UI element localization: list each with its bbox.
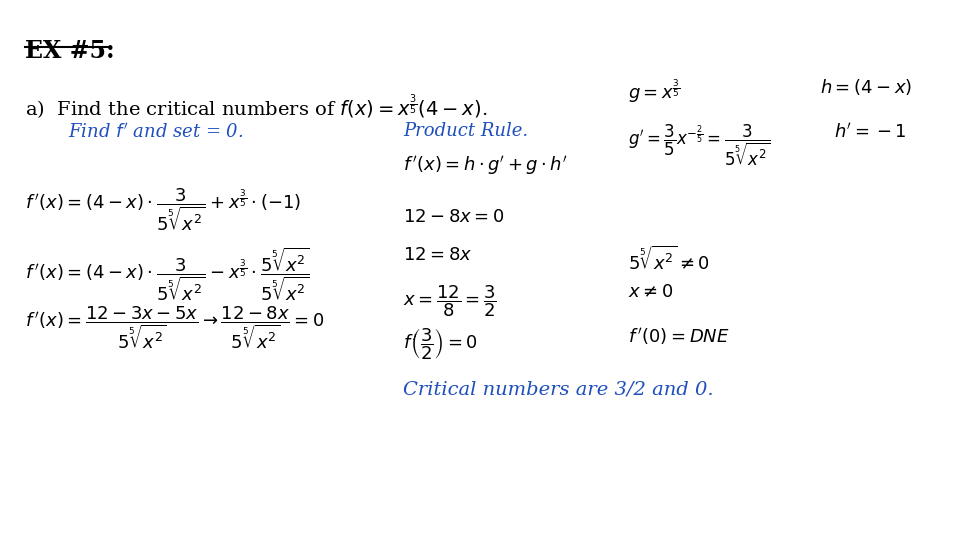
Text: $x\neq 0$: $x\neq 0$	[629, 284, 674, 301]
Text: Critical numbers are 3/2 and 0.: Critical numbers are 3/2 and 0.	[403, 380, 714, 398]
Text: $h'=-1$: $h'=-1$	[834, 122, 907, 141]
Text: Find $f'$ and set = 0.: Find $f'$ and set = 0.	[68, 122, 244, 141]
Text: $f\,'\!\!\left(\dfrac{3}{2}\right)=0$: $f\,'\!\!\left(\dfrac{3}{2}\right)=0$	[403, 326, 478, 362]
Text: EX #5:: EX #5:	[25, 39, 115, 63]
Text: $12-8x=0$: $12-8x=0$	[403, 208, 505, 226]
Text: $f\,'(x)=h\cdot g'+g\cdot h'$: $f\,'(x)=h\cdot g'+g\cdot h'$	[403, 154, 568, 178]
Text: $12=8x$: $12=8x$	[403, 246, 472, 264]
Text: $f\,'(x)=(4-x)\cdot\dfrac{3}{5\sqrt[5]{x^2}}+x^{\frac{3}{5}}\cdot(-1)$: $f\,'(x)=(4-x)\cdot\dfrac{3}{5\sqrt[5]{x…	[25, 187, 301, 234]
Text: $f\,'(0)=\mathit{DNE}$: $f\,'(0)=\mathit{DNE}$	[629, 326, 730, 347]
Text: $h=(4-x)$: $h=(4-x)$	[820, 77, 912, 97]
Text: $f\,'(x)=\dfrac{12-3x-5x}{5\sqrt[5]{x^2}}\rightarrow\dfrac{12-8x}{5\sqrt[5]{x^2}: $f\,'(x)=\dfrac{12-3x-5x}{5\sqrt[5]{x^2}…	[25, 305, 324, 352]
Text: $g'=\dfrac{3}{5}x^{-\frac{2}{5}}=\dfrac{3}{5\sqrt[5]{x^2}}$: $g'=\dfrac{3}{5}x^{-\frac{2}{5}}=\dfrac{…	[629, 122, 771, 168]
Text: Product Rule.: Product Rule.	[403, 122, 529, 140]
Text: $x=\dfrac{12}{8}=\dfrac{3}{2}$: $x=\dfrac{12}{8}=\dfrac{3}{2}$	[403, 284, 497, 319]
Text: $g=x^{\frac{3}{5}}$: $g=x^{\frac{3}{5}}$	[629, 77, 681, 105]
Text: $f\,'(x)=(4-x)\cdot\dfrac{3}{5\sqrt[5]{x^2}}-x^{\frac{3}{5}}\cdot\dfrac{5\sqrt[5: $f\,'(x)=(4-x)\cdot\dfrac{3}{5\sqrt[5]{x…	[25, 246, 310, 304]
Text: $5\sqrt[5]{x^2}\neq 0$: $5\sqrt[5]{x^2}\neq 0$	[629, 246, 710, 274]
Text: a)  Find the critical numbers of $f(x) = x^{\frac{3}{5}}(4-x)$.: a) Find the critical numbers of $f(x) = …	[25, 93, 488, 122]
